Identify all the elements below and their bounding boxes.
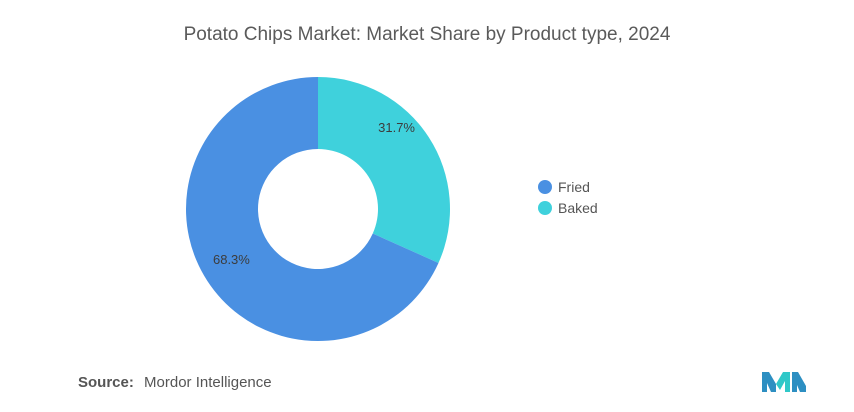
legend-item-baked[interactable]: Baked [538, 197, 598, 218]
legend-item-fried[interactable]: Fried [538, 176, 598, 197]
source-label: Source: [78, 374, 134, 391]
legend-swatch-baked [538, 200, 552, 215]
chart-title: Potato Chips Market: Market Share by Pro… [183, 24, 671, 45]
legend-label-baked: Baked [558, 199, 598, 216]
data-label-fried: 68.3% [213, 252, 250, 267]
legend-label-fried: Fried [558, 178, 590, 195]
data-labels: 31.7% 68.3% [213, 120, 415, 267]
donut-slices [186, 77, 450, 342]
donut-slice-fried[interactable] [186, 77, 439, 342]
source-note: Source: Mordor Intelligence [78, 374, 272, 391]
donut-slice-baked[interactable] [318, 77, 450, 263]
source-text: Mordor Intelligence [144, 374, 272, 391]
chart-legend: Fried Baked [538, 176, 598, 218]
legend-swatch-fried [538, 179, 552, 194]
mordor-intelligence-logo-icon [762, 368, 806, 397]
data-label-baked: 31.7% [378, 120, 415, 135]
